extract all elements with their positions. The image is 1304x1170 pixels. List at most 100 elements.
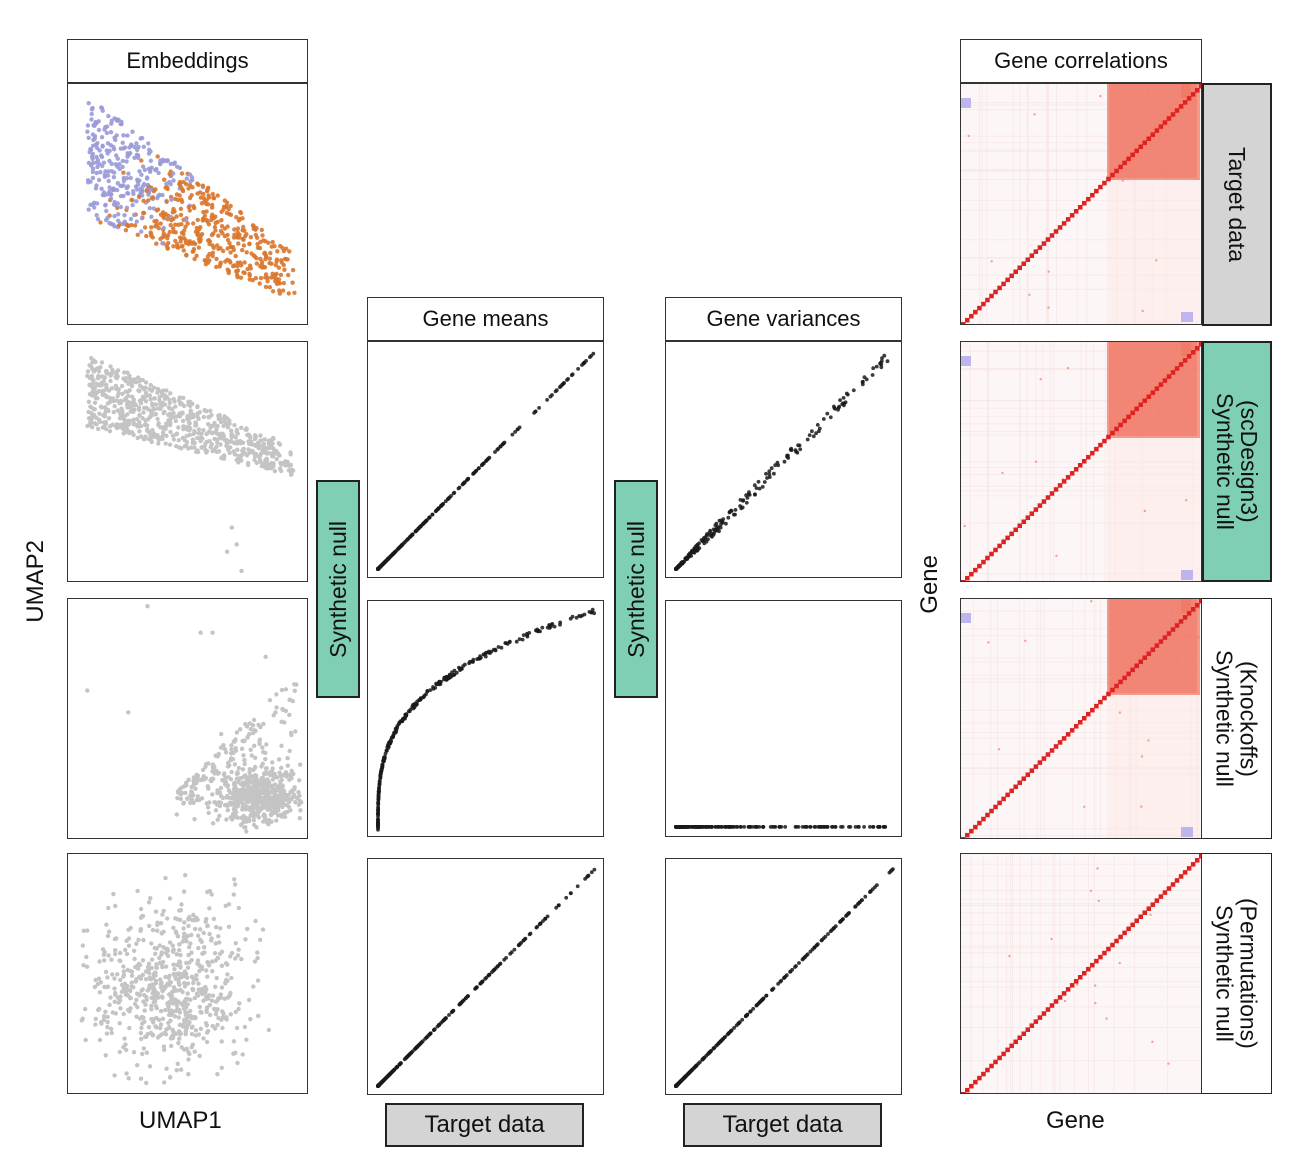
point	[167, 422, 173, 428]
gene-point	[735, 825, 740, 829]
point	[189, 932, 194, 938]
point	[107, 429, 113, 434]
point-group-1	[107, 220, 112, 226]
point	[253, 764, 258, 770]
gene-point	[568, 891, 573, 896]
point	[264, 451, 270, 456]
point-group-2	[252, 254, 257, 259]
point	[280, 706, 285, 712]
point	[121, 1045, 126, 1050]
point	[279, 468, 284, 474]
point	[199, 966, 205, 972]
gene-point	[890, 868, 894, 872]
point-group-2	[183, 224, 188, 229]
point-group-2	[234, 269, 239, 274]
point	[80, 1016, 85, 1021]
point	[219, 963, 225, 968]
point	[240, 767, 246, 772]
point	[241, 774, 246, 780]
diagonal-cell	[1114, 168, 1119, 174]
point	[160, 430, 166, 435]
point	[285, 459, 290, 465]
diagonal-cell	[1061, 479, 1067, 484]
point	[247, 721, 253, 726]
point	[228, 1012, 233, 1017]
point	[160, 1016, 166, 1021]
point-group-2	[196, 245, 202, 250]
gene-point	[871, 825, 875, 829]
point	[166, 1003, 171, 1008]
gene-point	[695, 545, 700, 550]
point	[131, 985, 136, 990]
point-group-1	[85, 123, 91, 128]
heatmap-stripe	[961, 102, 1201, 104]
point	[97, 990, 103, 995]
point	[207, 906, 212, 911]
point	[220, 1025, 225, 1031]
gene-point	[460, 999, 465, 1004]
point-group-1	[106, 169, 111, 174]
heatmap-stripe	[1054, 854, 1056, 1093]
gene-point	[695, 548, 700, 552]
point	[274, 692, 279, 697]
gene-point	[700, 825, 705, 829]
diagonal-cell	[1190, 92, 1196, 97]
row-label-scdesign3-line2: (scDesign3)	[1236, 400, 1263, 523]
diagonal-cell	[1033, 507, 1039, 512]
point	[293, 800, 298, 805]
point	[149, 1007, 154, 1012]
point	[244, 1037, 249, 1042]
point	[229, 747, 234, 752]
point	[128, 995, 133, 1001]
point	[243, 825, 248, 830]
diagonal-cell	[1146, 136, 1152, 141]
point	[156, 388, 161, 393]
point	[125, 389, 130, 394]
point-group-2	[254, 261, 259, 266]
anticorrelated-cell	[1181, 312, 1193, 322]
gene-point	[378, 773, 383, 778]
point	[108, 364, 113, 369]
heatmap-speckle	[1050, 937, 1053, 941]
gene-point	[870, 373, 875, 377]
point-group-1	[128, 216, 134, 222]
gene-point	[502, 957, 507, 962]
diagonal-cell	[1090, 707, 1095, 713]
gene-point	[406, 537, 410, 541]
diagonal-cell	[1134, 406, 1139, 412]
diagonal-cell	[1198, 342, 1201, 347]
point	[220, 1009, 225, 1014]
point	[207, 1002, 212, 1008]
point-group-1	[146, 192, 151, 197]
diagonal-cell	[993, 1059, 998, 1065]
point	[183, 790, 188, 796]
point-group-2	[204, 217, 209, 223]
point-group-2	[195, 217, 200, 223]
point	[201, 930, 206, 936]
gene-point	[744, 493, 748, 498]
gene-point	[437, 680, 442, 684]
point	[210, 630, 215, 635]
point	[157, 955, 162, 961]
gene-point	[419, 1041, 423, 1045]
point	[190, 987, 196, 993]
diagonal-cell	[1073, 724, 1079, 729]
point	[261, 779, 266, 784]
point-group-1	[116, 212, 121, 217]
heatmap-speckle	[1143, 509, 1146, 513]
point	[139, 397, 144, 403]
point	[256, 1013, 261, 1019]
point	[214, 975, 219, 981]
point-group-1	[138, 190, 144, 195]
point-group-2	[210, 253, 215, 259]
point-group-2	[198, 238, 203, 244]
correlated-cell	[1181, 84, 1191, 98]
point-group-2	[174, 192, 180, 197]
diagonal-cell	[1122, 160, 1127, 166]
point	[177, 1036, 182, 1041]
point	[272, 468, 278, 474]
gene-point	[386, 743, 390, 748]
point	[232, 762, 238, 767]
point	[140, 958, 146, 963]
heatmap-stripe	[961, 169, 1201, 171]
